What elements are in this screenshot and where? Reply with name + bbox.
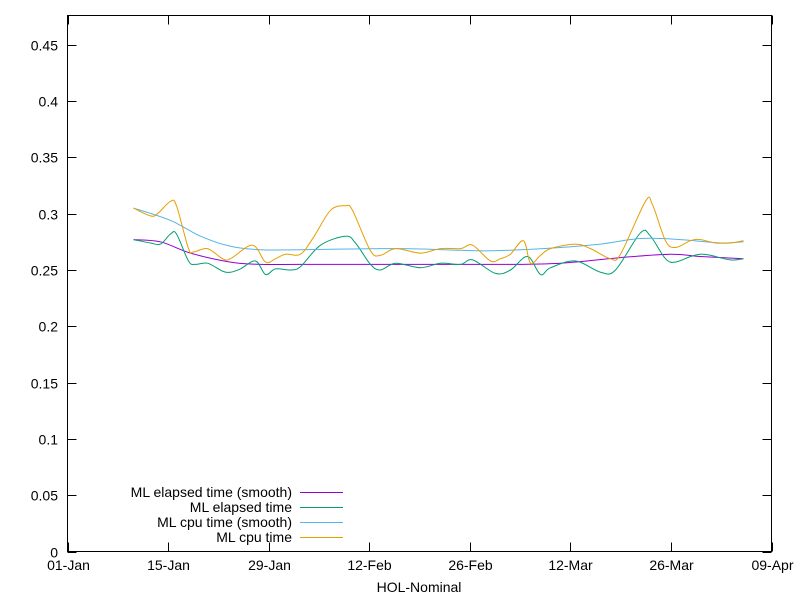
x-tick-label: 15-Jan: [147, 557, 190, 573]
x-tick-label: 09-Apr: [751, 557, 793, 573]
y-tick-label: 0.25: [31, 263, 58, 279]
x-tick-label: 26-Feb: [448, 557, 493, 573]
series-line-1: [133, 229, 744, 276]
y-tick-label: 0.1: [39, 432, 59, 448]
y-tick-label: 0.35: [31, 150, 58, 166]
x-tick-label: 12-Feb: [347, 557, 392, 573]
plot-frame: [67, 15, 772, 552]
x-tick-label: 01-Jan: [47, 557, 90, 573]
y-tick-label: 0: [50, 545, 58, 561]
series-line-2: [133, 207, 744, 252]
x-axis-label: HOL-Nominal: [377, 579, 462, 595]
y-tick-label: 0.05: [31, 488, 58, 504]
y-tick-label: 0.2: [39, 319, 59, 335]
series-line-3: [133, 196, 744, 265]
legend-label: ML cpu time: [216, 529, 292, 545]
y-tick-label: 0.45: [31, 38, 58, 54]
x-tick-label: 12-Mar: [548, 557, 593, 573]
y-tick-label: 0.3: [39, 207, 59, 223]
x-tick-label: 26-Mar: [649, 557, 694, 573]
series-line-0: [133, 239, 744, 266]
y-tick-label: 0.15: [31, 376, 58, 392]
legend-label: ML elapsed time: [190, 499, 292, 515]
x-tick-label: 29-Jan: [248, 557, 291, 573]
legend-label: ML elapsed time (smooth): [131, 484, 292, 500]
legend-label: ML cpu time (smooth): [157, 514, 292, 530]
y-tick-label: 0.4: [39, 94, 59, 110]
